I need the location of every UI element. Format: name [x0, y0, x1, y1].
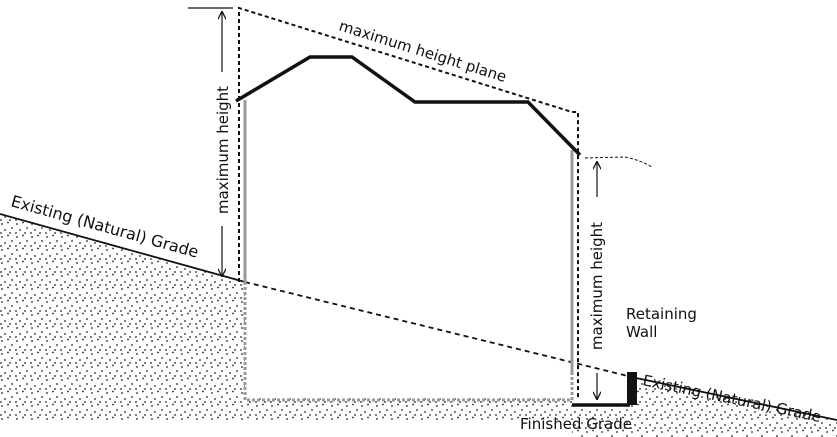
retaining-wall	[627, 372, 637, 405]
ground-left-soil	[0, 214, 245, 420]
ground-under-building	[245, 398, 572, 420]
upper-contour-line	[584, 156, 653, 168]
basement-outline	[243, 282, 574, 402]
ground-finished-grade-soil	[572, 404, 636, 437]
roof-line	[235, 55, 582, 157]
finished-grade-label: Finished Grade	[520, 415, 632, 433]
ground-right-soil	[636, 378, 837, 437]
retaining-wall-label-line1: Retaining	[626, 305, 697, 323]
existing-grade-line-right	[635, 377, 837, 421]
max-height-plane-label: maximum height plane	[337, 17, 509, 86]
existing-grade-line-left	[0, 213, 246, 283]
max-height-label-right: maximum height	[588, 222, 606, 350]
retaining-wall-label-line2: Wall	[626, 323, 657, 341]
max-height-plane-envelope	[238, 6, 579, 400]
max-height-label-left: maximum height	[214, 86, 232, 214]
